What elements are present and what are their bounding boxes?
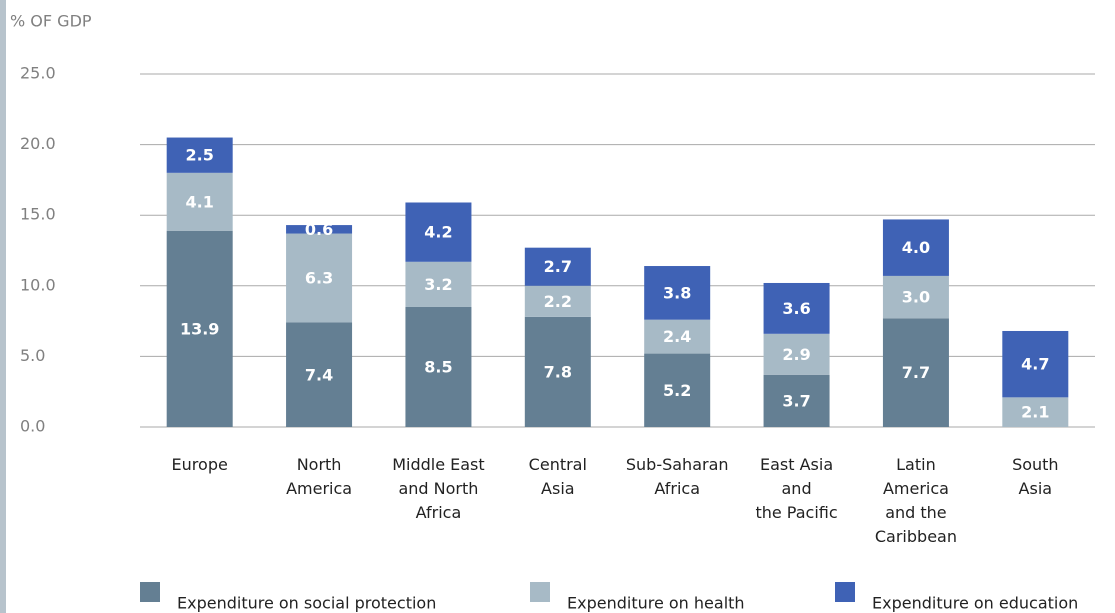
value-label: 3.2 <box>424 275 452 294</box>
bar-segment <box>405 202 472 262</box>
value-label: 2.5 <box>186 146 214 165</box>
bar-segment <box>1002 397 1069 427</box>
bar-segment <box>763 282 830 334</box>
legend-swatch <box>530 582 550 602</box>
value-label: 8.5 <box>424 357 452 376</box>
value-label: 3.0 <box>902 288 930 307</box>
x-tick-label: South Asia <box>1012 455 1059 498</box>
bar-segment <box>763 374 830 427</box>
side-strip <box>0 0 6 613</box>
bar-segment <box>524 247 591 286</box>
bar-segment <box>166 172 233 231</box>
bar-segment <box>286 322 353 427</box>
value-label: 7.8 <box>544 362 572 381</box>
bar-segment <box>286 233 353 323</box>
legend-label: Expenditure on social protection <box>177 594 436 613</box>
y-axis-label: % OF GDP <box>10 12 92 31</box>
value-label: 3.7 <box>782 391 810 410</box>
bar-segment <box>524 316 591 427</box>
y-tick-label: 10.0 <box>20 275 56 294</box>
value-label: 3.8 <box>663 283 691 302</box>
x-tick-label: North America <box>286 455 352 498</box>
y-tick-label: 5.0 <box>20 346 45 365</box>
legend-label: Expenditure on education <box>872 594 1078 613</box>
value-label: 5.2 <box>663 381 691 400</box>
value-label: 4.1 <box>186 192 214 211</box>
legend-swatch <box>835 582 855 602</box>
bar-segment <box>405 306 472 427</box>
value-label: 2.4 <box>663 327 691 346</box>
y-tick-label: 25.0 <box>20 64 56 83</box>
bar-segment <box>166 230 233 427</box>
x-tick-label: Middle East and North Africa <box>392 455 484 522</box>
bar-segment <box>166 137 233 173</box>
legend-label: Expenditure on health <box>567 594 745 613</box>
y-tick-label: 15.0 <box>20 205 56 224</box>
value-label: 7.4 <box>305 365 333 384</box>
value-label: 2.2 <box>544 292 572 311</box>
bar-segment <box>882 275 949 319</box>
bar-segment <box>882 318 949 427</box>
value-label: 4.0 <box>902 238 930 257</box>
value-label: 4.7 <box>1021 355 1049 374</box>
value-label: 2.9 <box>782 345 810 364</box>
value-label: 0.6 <box>305 220 333 239</box>
bar-segment <box>286 225 353 234</box>
bar-segment <box>644 319 711 354</box>
value-label: 7.7 <box>902 363 930 382</box>
y-tick-label: 0.0 <box>20 417 45 436</box>
legend-swatch <box>140 582 160 602</box>
bar-segment <box>405 261 472 307</box>
bar-segment <box>1002 330 1069 398</box>
bar-segment <box>644 266 711 320</box>
value-label: 4.2 <box>424 223 452 242</box>
value-label: 13.9 <box>180 319 219 338</box>
bar-segment <box>524 285 591 317</box>
bar-segment <box>882 219 949 276</box>
value-label: 2.1 <box>1021 403 1049 422</box>
bar-segment <box>644 353 711 427</box>
value-label: 2.7 <box>544 257 572 276</box>
x-tick-label: Sub-Saharan Africa <box>626 455 729 498</box>
x-tick-label: East Asia and the Pacific <box>755 455 837 522</box>
x-tick-label: Central Asia <box>529 455 587 498</box>
x-tick-label: Latin America and the Caribbean <box>875 455 957 546</box>
x-tick-label: Europe <box>172 455 228 474</box>
value-label: 3.6 <box>782 299 810 318</box>
y-tick-label: 20.0 <box>20 134 56 153</box>
value-label: 6.3 <box>305 269 333 288</box>
bar-segment <box>763 333 830 375</box>
